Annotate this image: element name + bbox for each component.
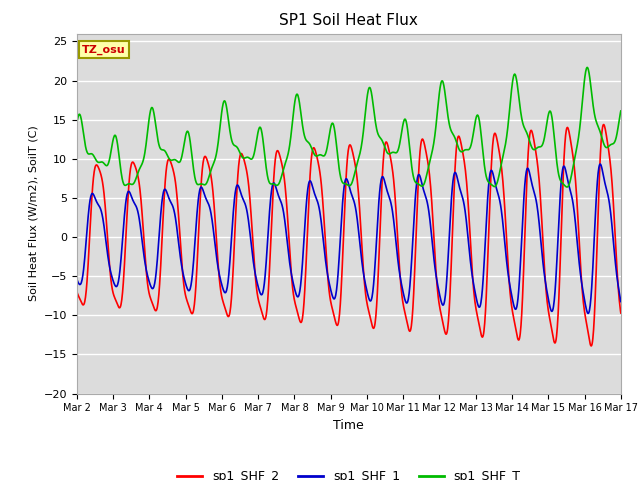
Line: sp1_SHF_2: sp1_SHF_2	[77, 125, 621, 346]
sp1_SHF_T	[583, 64, 591, 70]
Line: sp1_SHF_T: sp1_SHF_T	[77, 67, 621, 187]
sp1_SHF_1	[617, 299, 625, 304]
sp1_SHF_2	[552, 336, 560, 342]
Title: SP1 Soil Heat Flux: SP1 Soil Heat Flux	[280, 13, 418, 28]
sp1_SHF_1	[255, 286, 262, 291]
Text: TZ_osu: TZ_osu	[82, 44, 126, 55]
Legend: sp1_SHF_2, sp1_SHF_1, sp1_SHF_T: sp1_SHF_2, sp1_SHF_1, sp1_SHF_T	[172, 465, 525, 480]
sp1_SHF_2	[255, 298, 262, 304]
Line: sp1_SHF_1: sp1_SHF_1	[77, 164, 621, 313]
X-axis label: Time: Time	[333, 419, 364, 432]
sp1_SHF_T	[433, 112, 441, 118]
sp1_SHF_2	[433, 283, 441, 288]
sp1_SHF_2	[73, 288, 81, 294]
sp1_SHF_1	[73, 276, 81, 282]
sp1_SHF_2	[194, 248, 202, 253]
sp1_SHF_T	[73, 121, 81, 127]
sp1_SHF_T	[563, 184, 571, 190]
sp1_SHF_1	[584, 311, 592, 316]
sp1_SHF_2	[504, 264, 512, 270]
sp1_SHF_T	[504, 121, 512, 127]
sp1_SHF_T	[194, 181, 202, 187]
sp1_SHF_1	[504, 271, 512, 277]
sp1_SHF_1	[433, 279, 441, 285]
sp1_SHF_T	[617, 108, 625, 114]
sp1_SHF_1	[596, 161, 604, 167]
sp1_SHF_2	[617, 310, 625, 316]
sp1_SHF_T	[180, 139, 188, 144]
sp1_SHF_2	[180, 287, 188, 293]
sp1_SHF_T	[255, 127, 262, 132]
sp1_SHF_1	[180, 277, 188, 283]
sp1_SHF_1	[194, 202, 202, 207]
sp1_SHF_1	[552, 271, 560, 277]
Y-axis label: Soil Heat Flux (W/m2), SoilT (C): Soil Heat Flux (W/m2), SoilT (C)	[28, 126, 38, 301]
sp1_SHF_2	[600, 122, 607, 128]
sp1_SHF_2	[588, 343, 595, 349]
sp1_SHF_T	[552, 154, 560, 159]
